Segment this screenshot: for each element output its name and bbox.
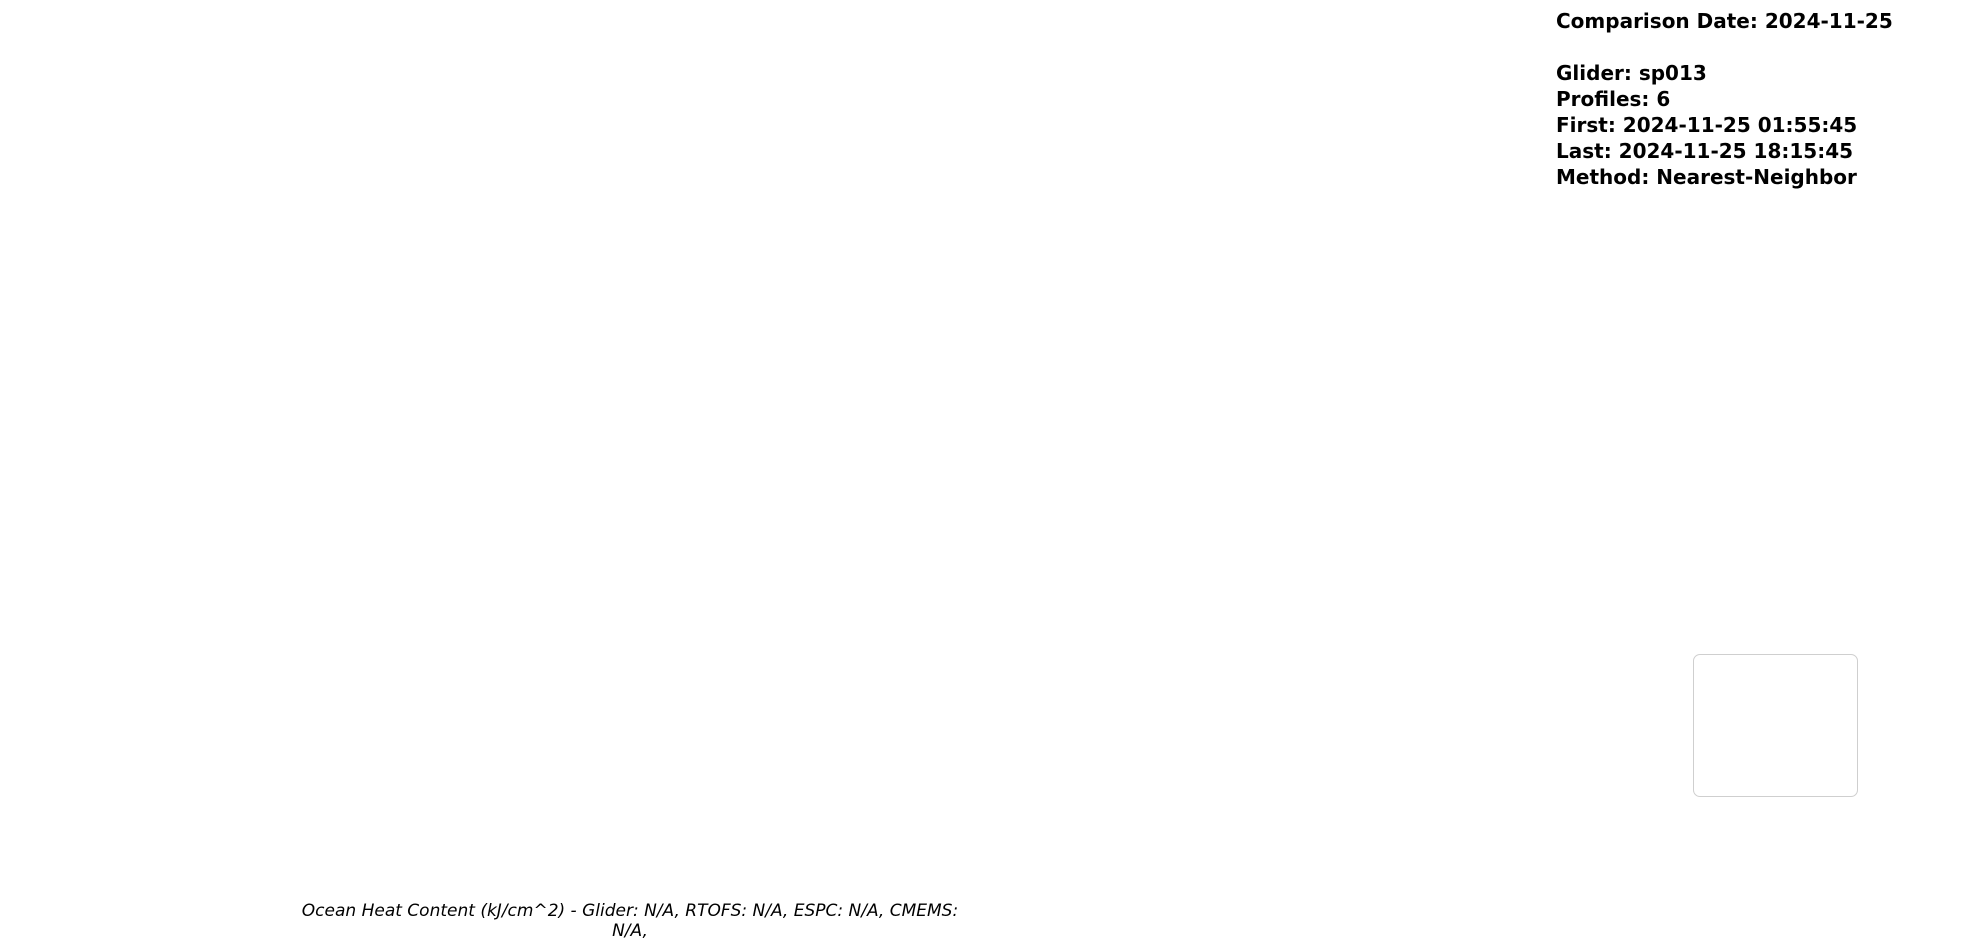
legend xyxy=(1693,654,1858,797)
info-glider: Glider: sp013 xyxy=(1556,61,1707,85)
info-panel: Comparison Date: 2024-11-25 Glider: sp01… xyxy=(1556,8,1976,190)
comparison-date: Comparison Date: 2024-11-25 xyxy=(1556,9,1893,33)
ocean-heat-content-note: Ocean Heat Content (kJ/cm^2) - Glider: N… xyxy=(301,901,959,941)
info-method: Method: Nearest-Neighbor xyxy=(1556,165,1857,189)
info-first: First: 2024-11-25 01:55:45 xyxy=(1556,113,1858,137)
info-profiles: Profiles: 6 xyxy=(1556,87,1671,111)
info-last: Last: 2024-11-25 18:15:45 xyxy=(1556,139,1854,163)
region-map xyxy=(1540,243,1978,643)
info-gap xyxy=(1556,34,1976,60)
